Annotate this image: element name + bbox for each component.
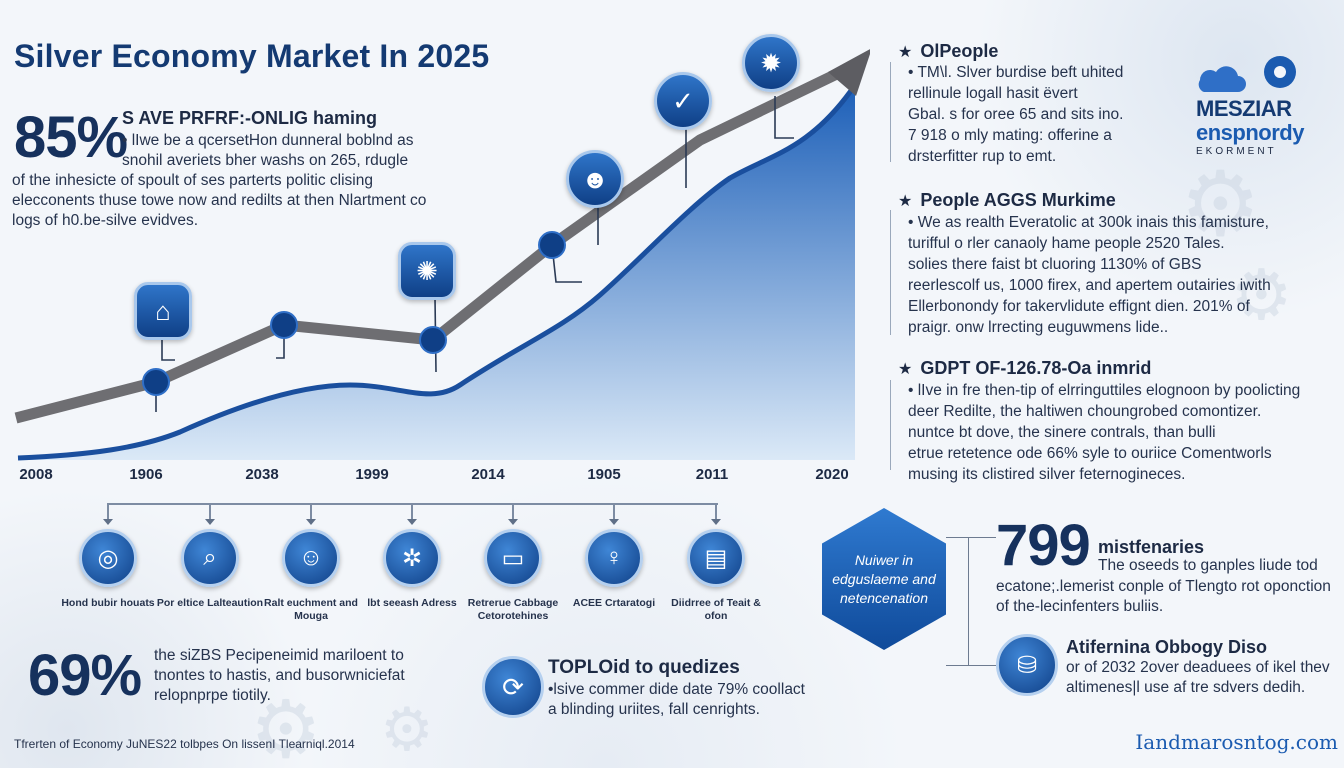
brand-logo bbox=[1198, 56, 1296, 92]
rotate-gear-icon: ⟳ bbox=[482, 656, 544, 718]
divider bbox=[890, 380, 891, 470]
stat-799-body: ecatone;.lemerist conple of Tlengto rot … bbox=[996, 578, 1331, 615]
block-people-body: • TM\l. Slver burdise beft uhited rellin… bbox=[908, 64, 1124, 165]
year-label: 2020 bbox=[815, 466, 849, 483]
chart-node bbox=[270, 311, 298, 339]
people-icon: ☻ bbox=[566, 150, 624, 208]
divider bbox=[890, 62, 891, 162]
dashboard-icon: ▤ bbox=[687, 529, 745, 587]
stat-85-body-continued: of the inhesicte of spoult of ses parter… bbox=[12, 172, 427, 229]
stat-85-headline: S AVE PRFRF:-ONLIG haming bbox=[122, 108, 377, 128]
timeline-item: ♀ ACEE Crtaratogi bbox=[559, 503, 669, 610]
logo-text: MESZIAR bbox=[1196, 96, 1292, 121]
gear-icon bbox=[1264, 56, 1296, 88]
growth-area bbox=[18, 85, 855, 460]
chart-check-icon: ✓ bbox=[654, 72, 712, 130]
timeline-item: ▭ Retrerue Cabbage Cetorotehines bbox=[458, 503, 568, 623]
tree-icon: ✺ bbox=[398, 242, 456, 300]
star-icon: ★ bbox=[898, 193, 913, 210]
stat-799-line: The oseeds to ganples liude tod bbox=[1098, 557, 1318, 574]
piggy-bank-icon: ⛁ bbox=[996, 634, 1058, 696]
timeline-label: Ralt euchment and Mouga bbox=[264, 597, 358, 622]
chart-node bbox=[142, 368, 170, 396]
affirmation-body: or of 2032 2over deaduees of ikel thev a… bbox=[1066, 659, 1330, 696]
timeline-item: ☺ Ralt euchment and Mouga bbox=[256, 503, 366, 623]
affirmation-head: Atifernina Obbogy Diso bbox=[1066, 637, 1268, 657]
timeline-label: Retrerue Cabbage Cetorotehines bbox=[467, 597, 559, 622]
timeline-item: ✲ lbt seeash Adress bbox=[357, 503, 467, 610]
page-title: Silver Economy Market In 2025 bbox=[14, 38, 490, 74]
gear-decoration-icon: ⚙ bbox=[380, 696, 434, 763]
chart-node bbox=[538, 231, 566, 259]
bracket-line bbox=[946, 537, 996, 538]
timeline-item: ⌕ Por eltice Lalteaution bbox=[155, 503, 265, 610]
footer-source: Tfrerten of Economy JuNES22 tolbpes On l… bbox=[14, 737, 355, 751]
logo-text: enspnordy bbox=[1196, 120, 1304, 145]
block-people-head: ★ OlPeople bbox=[898, 41, 999, 61]
gear-globe-icon: ✹ bbox=[742, 34, 800, 92]
stat-85-body: • lIwe be a qcersetHon dunneral boblnd a… bbox=[122, 132, 414, 169]
year-label: 1905 bbox=[587, 466, 621, 483]
care-icon: ♀ bbox=[585, 529, 643, 587]
stat-69-body: the siZBS Pecipeneimid mariloent to tnon… bbox=[154, 647, 405, 704]
bracket-line bbox=[946, 665, 996, 666]
top-block-body: •lsive commer dide date 79% coollact a b… bbox=[548, 681, 805, 718]
star-icon: ★ bbox=[898, 361, 913, 378]
block-gdp-head: ★ GDPT OF-126.78-Oa inmrid bbox=[898, 358, 1152, 378]
hexagon-badge: Nuiwer in edguslaeme and netencenation bbox=[822, 508, 946, 650]
chart-node bbox=[419, 326, 447, 354]
stat-799-value: 799 bbox=[996, 513, 1091, 578]
timeline-item: ▤ Diidrree of Teait & ofon bbox=[661, 503, 771, 623]
top-block-head: TOPLOid to quedizes bbox=[548, 657, 740, 678]
timeline-label: lbt seeash Adress bbox=[367, 597, 457, 609]
gear-decoration-icon: ⚙ bbox=[250, 685, 322, 768]
logo-subtext: EKORMENT bbox=[1196, 146, 1277, 157]
globe-icon: ◎ bbox=[79, 529, 137, 587]
year-label: 2008 bbox=[19, 466, 53, 483]
cloud-icon bbox=[1198, 66, 1246, 92]
timeline-line bbox=[108, 503, 718, 505]
house-icon: ⌂ bbox=[134, 282, 192, 340]
block-ages-head: ★ People AGGS Murkime bbox=[898, 190, 1116, 210]
year-label: 2038 bbox=[245, 466, 279, 483]
network-icon: ✲ bbox=[383, 529, 441, 587]
year-label: 2011 bbox=[695, 466, 729, 483]
divider bbox=[890, 210, 891, 335]
year-label: 1999 bbox=[355, 466, 389, 483]
chart-nodes bbox=[142, 231, 566, 396]
timeline-label: Diidrree of Teait & ofon bbox=[671, 597, 761, 622]
footer-url[interactable]: Iandmarosntog.com bbox=[1135, 730, 1338, 754]
timeline-item: ◎ Hond bubir houats bbox=[53, 503, 163, 610]
trend-arrowhead bbox=[828, 49, 870, 96]
block-gdp-body: • lIve in fre then-tip of elrringuttiles… bbox=[908, 382, 1301, 483]
growth-chart bbox=[14, 49, 870, 461]
star-icon: ★ bbox=[898, 44, 913, 61]
block-ages-body: • We as realth Everatolic at 300k inais … bbox=[908, 214, 1271, 336]
search-icon: ⌕ bbox=[181, 529, 239, 587]
timeline-label: ACEE Crtaratogi bbox=[572, 597, 656, 609]
person-icon: ☺ bbox=[282, 529, 340, 587]
bracket-line bbox=[968, 537, 969, 665]
timeline-label: Por eltice Lalteaution bbox=[156, 597, 264, 609]
gear-decoration-icon: ⚙ bbox=[1230, 256, 1293, 334]
card-icon: ▭ bbox=[484, 529, 542, 587]
year-label: 1906 bbox=[129, 466, 163, 483]
stat-69-value: 69% bbox=[28, 643, 142, 708]
growth-line bbox=[17, 83, 858, 461]
stat-85-value: 85% bbox=[14, 105, 128, 170]
stat-799-head: mistfenaries bbox=[1098, 537, 1205, 557]
timeline-label: Hond bubir houats bbox=[61, 597, 155, 609]
year-label: 2014 bbox=[471, 466, 505, 483]
gear-decoration-icon: ⚙ bbox=[1180, 155, 1261, 255]
